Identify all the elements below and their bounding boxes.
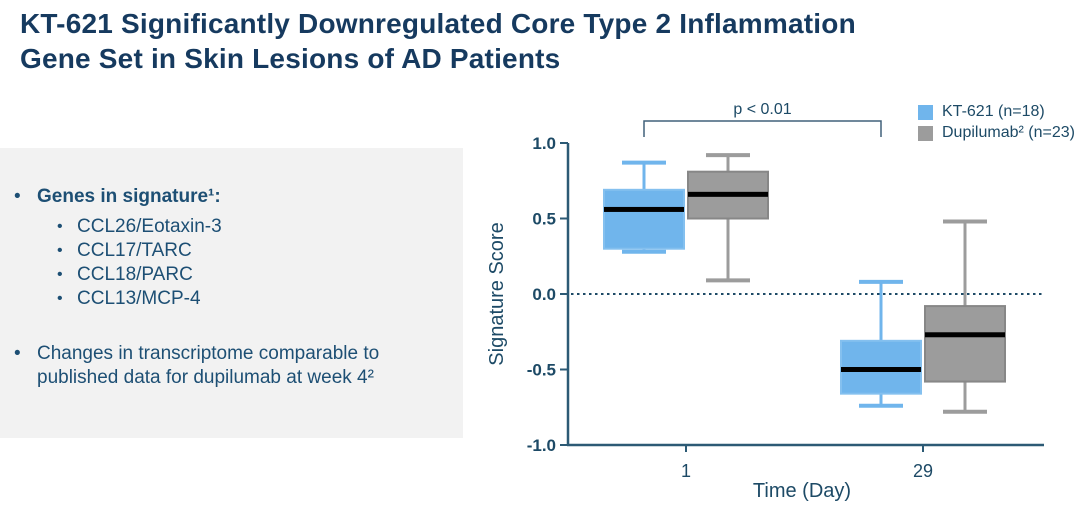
boxplot-chart: 1.0 0.5 0.0 -0.5 -1.0 1 29 Signature Score Time … xyxy=(486,101,1044,502)
gene-item: • CCL18/PARC xyxy=(57,263,463,287)
y-tick-label: 0.5 xyxy=(532,210,556,229)
box-kt621-day1 xyxy=(603,160,685,254)
legend-label-dupilumab: Dupilumab² (n=23) xyxy=(942,124,1075,141)
x-tick-label: 29 xyxy=(913,461,933,481)
x-tick-label: 1 xyxy=(681,461,691,481)
box-dupilumab-day29 xyxy=(924,219,1006,414)
bullet-transcriptome: • Changes in transcriptome comparable to… xyxy=(14,342,463,390)
y-tick-label: -0.5 xyxy=(527,361,556,380)
y-tick-label: 1.0 xyxy=(532,134,556,153)
chart-legend: KT-621 (n=18) Dupilumab² (n=23) xyxy=(918,103,1075,146)
gene-name: CCL18/PARC xyxy=(77,264,193,285)
bullet-genes-heading: Genes in signature¹: xyxy=(37,186,221,207)
iqr-box xyxy=(603,188,685,250)
bullet-icon: • xyxy=(57,290,63,307)
significance-bracket xyxy=(643,120,882,137)
legend-label-kt621: KT-621 (n=18) xyxy=(942,103,1045,120)
median-line xyxy=(604,206,684,212)
key-points-panel: • Genes in signature¹: • CCL26/Eotaxin-3 … xyxy=(0,148,463,438)
bullet-icon: • xyxy=(57,266,63,283)
y-axis-title: Signature Score xyxy=(486,222,508,365)
bullet-icon: • xyxy=(57,242,63,259)
slide-title-line2: Gene Set in Skin Lesions of AD Patients xyxy=(20,43,561,74)
median-line xyxy=(688,191,768,197)
legend-swatch-kt621 xyxy=(918,104,933,120)
y-tick-label: 0.0 xyxy=(532,285,556,304)
x-axis-title: Time (Day) xyxy=(753,480,851,502)
gene-item: • CCL17/TARC xyxy=(57,239,463,263)
bullet-icon: • xyxy=(14,343,21,364)
median-line xyxy=(925,332,1005,338)
gene-list: • CCL26/Eotaxin-3 • CCL17/TARC • CCL18/PARC… xyxy=(57,215,463,311)
bullet-transcriptome-text: Changes in transcriptome comparable to p… xyxy=(37,343,380,388)
legend-item-dupilumab: Dupilumab² (n=23) xyxy=(918,124,1075,141)
bullet-icon: • xyxy=(14,186,21,207)
gene-item: • CCL13/MCP-4 xyxy=(57,287,463,311)
iqr-box xyxy=(924,305,1006,383)
gene-name: CCL17/TARC xyxy=(77,240,192,261)
slide-title: KT-621 Significantly Downregulated Core … xyxy=(20,6,1040,76)
y-tick-label: -1.0 xyxy=(527,436,556,455)
bullet-icon: • xyxy=(57,218,63,235)
legend-item-kt621: KT-621 (n=18) xyxy=(918,103,1075,120)
gene-item: • CCL26/Eotaxin-3 xyxy=(57,215,463,239)
box-kt621-day29 xyxy=(840,279,922,408)
legend-swatch-dupilumab xyxy=(918,125,933,141)
gene-name: CCL26/Eotaxin-3 xyxy=(77,216,222,237)
bullet-genes: • Genes in signature¹: xyxy=(14,184,463,210)
slide-title-line1: KT-621 Significantly Downregulated Core … xyxy=(20,8,856,39)
gene-name: CCL13/MCP-4 xyxy=(77,288,201,309)
box-dupilumab-day1 xyxy=(687,153,769,283)
p-value-annotation: p < 0.01 xyxy=(733,101,791,118)
median-line xyxy=(841,367,921,372)
